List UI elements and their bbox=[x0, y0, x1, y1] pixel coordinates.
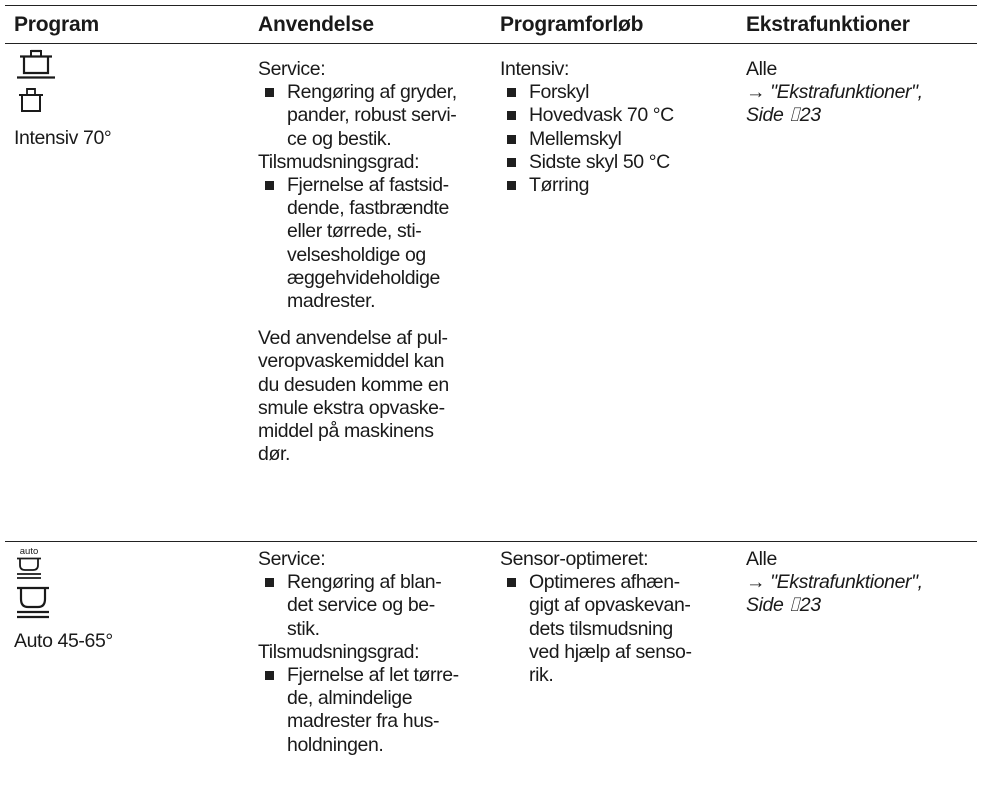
text-line: velsesholdige og bbox=[287, 243, 426, 266]
text-line: Sidste skyl 50 °C bbox=[529, 150, 670, 173]
header-ekstra: Ekstrafunktioner bbox=[746, 13, 910, 36]
row1-programforlob-cell: Intensiv: Forskyl Hovedvask 70 °C Mellem… bbox=[500, 58, 740, 197]
text-line: Hovedvask 70 °C bbox=[529, 104, 674, 127]
bullet-square-icon bbox=[507, 578, 516, 588]
text-line: holdningen. bbox=[287, 733, 384, 756]
text-line: dør. bbox=[258, 443, 290, 466]
list-item: Fjernelse af let tørre- de, almindelige … bbox=[258, 664, 494, 757]
text-line: ce og bestik. bbox=[287, 127, 392, 150]
list-item: Hovedvask 70 °C bbox=[500, 104, 740, 127]
service-heading: Service: bbox=[258, 548, 326, 570]
text-line: Tørring bbox=[529, 174, 590, 197]
bullet-square-icon bbox=[507, 88, 516, 98]
text-line: Rengøring af gryder, bbox=[287, 81, 457, 104]
program-name: Auto 45-65° bbox=[14, 630, 113, 652]
bullet-square-icon bbox=[507, 157, 516, 167]
list-item: Rengøring af blan- det service og be- st… bbox=[258, 571, 494, 641]
service-heading: Service: bbox=[258, 58, 326, 80]
header-anvendelse: Anvendelse bbox=[258, 13, 374, 36]
text-line: pander, robust servi- bbox=[287, 104, 457, 127]
text-line: ved hjælp af senso- bbox=[529, 640, 692, 663]
row1-ekstra-cell: Alle → "Ekstrafunktioner", Side ⌷23 bbox=[746, 58, 974, 128]
bullet-square-icon bbox=[265, 181, 274, 191]
row2-anvendelse-cell: Service: Rengøring af blan- det service … bbox=[258, 548, 494, 757]
text-line: madrester fra hus- bbox=[287, 710, 440, 733]
soiling-heading: Tilsmudsningsgrad: bbox=[258, 150, 420, 173]
detergent-note: Ved anvendelse af pul- veropvaskemiddel … bbox=[258, 327, 494, 466]
bullet-square-icon bbox=[265, 88, 274, 98]
extras-value: Alle bbox=[746, 58, 777, 80]
text-line: Side ⌷23 bbox=[746, 104, 821, 127]
list-item: Optimeres afhæn- gigt af opvaskevan- det… bbox=[500, 571, 740, 687]
text-line: æggehvideholdige bbox=[287, 266, 440, 289]
row1-anvendelse-cell: Service: Rengøring af gryder, pander, ro… bbox=[258, 58, 494, 466]
text-line: Mellemskyl bbox=[529, 127, 622, 150]
pot-small-icon bbox=[19, 88, 43, 112]
header-programforlob: Programforløb bbox=[500, 13, 644, 36]
row-divider-rule bbox=[5, 541, 977, 542]
text-line: → "Ekstrafunktioner", bbox=[746, 571, 923, 594]
text-line: de, almindelige bbox=[287, 687, 413, 710]
soiling-heading: Tilsmudsningsgrad: bbox=[258, 640, 420, 663]
list-item: Fjernelse af fastsid- dende, fastbrændte… bbox=[258, 174, 494, 313]
text-line: Fjernelse af let tørre- bbox=[287, 664, 459, 687]
text-line: smule ekstra opvaske- bbox=[258, 396, 445, 419]
row2-program-cell: auto Auto 45-65° bbox=[14, 546, 244, 653]
text-line: eller tørrede, sti- bbox=[287, 220, 422, 243]
text-line: Forskyl bbox=[529, 81, 590, 104]
list-item: Forskyl bbox=[500, 81, 740, 104]
phase-heading: Intensiv: bbox=[500, 58, 570, 80]
text-line: Ved anvendelse af pul- bbox=[258, 327, 448, 350]
bullet-square-icon bbox=[265, 578, 274, 588]
row2-programforlob-cell: Sensor-optimeret: Optimeres afhæn- gigt … bbox=[500, 548, 740, 687]
list-item: Rengøring af gryder, pander, robust serv… bbox=[258, 81, 494, 151]
text-line: dets tilsmudsning bbox=[529, 617, 673, 640]
bullet-square-icon bbox=[265, 671, 274, 681]
page-reference-link[interactable]: → "Ekstrafunktioner", Side ⌷23 bbox=[746, 571, 974, 617]
text-line: → "Ekstrafunktioner", bbox=[746, 81, 923, 104]
table-top-rule bbox=[5, 5, 977, 6]
extras-value: Alle bbox=[746, 548, 777, 570]
bowl-icon bbox=[17, 586, 49, 619]
text-line: middel på maskinens bbox=[258, 420, 434, 443]
header-bottom-rule bbox=[5, 43, 977, 44]
text-line: Side ⌷23 bbox=[746, 594, 821, 617]
auto-bowl-icon: auto bbox=[17, 546, 41, 579]
text-line: veropvaskemiddel kan bbox=[258, 350, 445, 373]
program-name: Intensiv 70° bbox=[14, 127, 112, 149]
bullet-square-icon bbox=[507, 111, 516, 121]
page-reference-link[interactable]: → "Ekstrafunktioner", Side ⌷23 bbox=[746, 81, 974, 127]
auto-label: auto bbox=[20, 546, 39, 557]
phase-heading: Sensor-optimeret: bbox=[500, 548, 649, 570]
list-item: Tørring bbox=[500, 174, 740, 197]
bullet-square-icon bbox=[507, 181, 516, 191]
row1-program-cell: Intensiv 70° bbox=[14, 48, 244, 150]
text-line: dende, fastbrændte bbox=[287, 197, 449, 220]
text-line: stik. bbox=[287, 617, 320, 640]
bullet-square-icon bbox=[507, 134, 516, 144]
list-item: Sidste skyl 50 °C bbox=[500, 151, 740, 174]
text-line: rik. bbox=[529, 664, 554, 687]
pot-large-icon bbox=[17, 49, 55, 79]
header-program: Program bbox=[14, 13, 99, 36]
text-line: Fjernelse af fastsid- bbox=[287, 174, 449, 197]
row2-ekstra-cell: Alle → "Ekstrafunktioner", Side ⌷23 bbox=[746, 548, 974, 618]
text-line: Rengøring af blan- bbox=[287, 571, 442, 594]
text-line: madrester. bbox=[287, 290, 376, 313]
text-line: det service og be- bbox=[287, 594, 435, 617]
text-line: du desuden komme en bbox=[258, 373, 449, 396]
text-line: Optimeres afhæn- bbox=[529, 571, 680, 594]
text-line: gigt af opvaskevan- bbox=[529, 594, 691, 617]
list-item: Mellemskyl bbox=[500, 128, 740, 151]
